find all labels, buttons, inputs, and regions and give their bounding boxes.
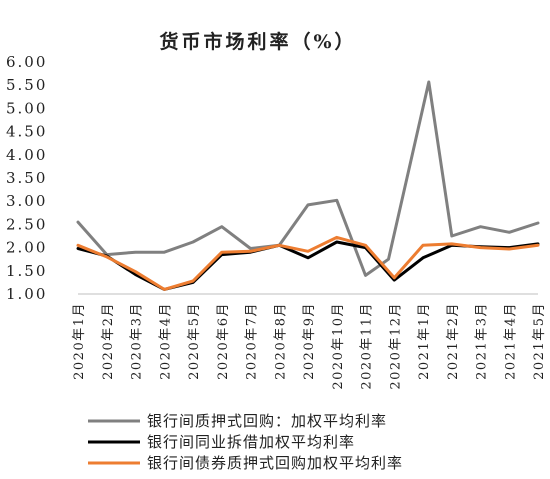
- series-line-1: [76, 80, 540, 277]
- x-tick-label: 2021年3月: [475, 302, 490, 380]
- x-tick-label: 2020年1月: [72, 302, 87, 380]
- y-axis: 1.00 1.50 2.00 2.50 3.00 3.50 4.00 4.50 5.00 5.50…: [6, 53, 47, 303]
- y-tick-label: 4.00: [6, 146, 47, 164]
- x-tick-label: 2021年2月: [446, 302, 461, 380]
- legend-label-1: 银行间质押式回购：加权平均利率: [147, 412, 387, 430]
- x-tick-label: 2020年2月: [101, 302, 116, 380]
- y-tick-label: 6.00: [6, 53, 47, 71]
- plot-area: [76, 80, 540, 291]
- x-tick-label: 2021年1月: [417, 302, 432, 380]
- x-axis: 2020年1月 2020年2月 2020年3月 2020年4月 2020年5月 2020年…: [72, 293, 547, 390]
- chart-title: 货币市场利率（%）: [159, 30, 356, 53]
- y-tick-label: 1.00: [6, 285, 47, 303]
- legend-label-3: 银行间债券质押式回购加权平均利率: [147, 454, 403, 472]
- y-tick-label: 4.50: [6, 123, 47, 141]
- x-tick-label: 2020年5月: [187, 302, 202, 380]
- x-tick-label: 2020年12月: [388, 302, 403, 390]
- series-line-3: [76, 235, 540, 291]
- x-tick-label: 2020年4月: [158, 302, 173, 380]
- series-line-2: [76, 240, 540, 291]
- x-tick-label: 2020年6月: [216, 302, 231, 380]
- legend: 银行间质押式回购：加权平均利率银行间同业拆借加权平均利率银行间债券质押式回购加权…: [88, 412, 403, 472]
- x-tick-label: 2020年8月: [273, 302, 288, 380]
- y-tick-label: 5.50: [6, 76, 47, 94]
- y-tick-label: 5.00: [6, 99, 47, 117]
- y-tick-label: 3.00: [6, 192, 47, 210]
- y-tick-label: 3.50: [6, 169, 47, 187]
- y-tick-label: 2.00: [6, 239, 47, 257]
- x-tick-label: 2021年5月: [532, 302, 547, 380]
- x-tick-label: 2021年4月: [503, 302, 518, 380]
- x-tick-label: 2020年9月: [302, 302, 317, 380]
- x-tick-label: 2020年11月: [360, 302, 375, 390]
- x-tick-label: 2020年10月: [331, 302, 346, 390]
- x-tick-label: 2020年7月: [245, 302, 260, 380]
- x-tick-label: 2020年3月: [130, 302, 145, 380]
- legend-label-2: 银行间同业拆借加权平均利率: [147, 433, 355, 451]
- y-tick-label: 2.50: [6, 215, 47, 233]
- y-tick-label: 1.50: [6, 262, 47, 280]
